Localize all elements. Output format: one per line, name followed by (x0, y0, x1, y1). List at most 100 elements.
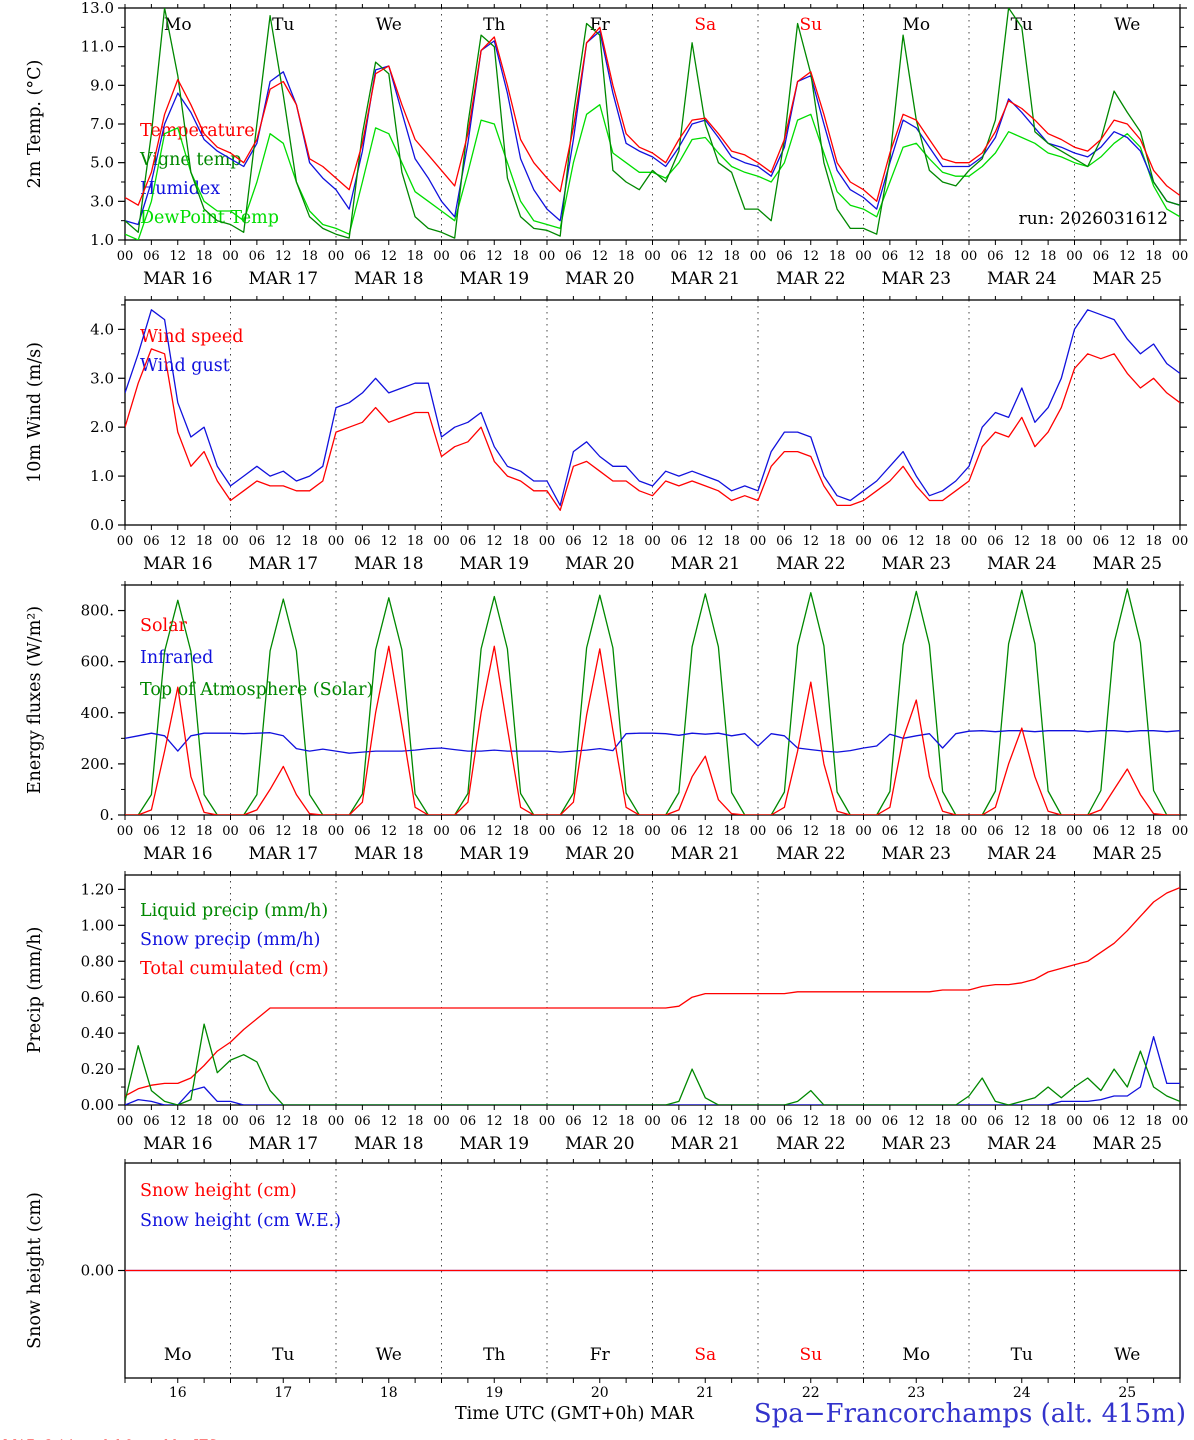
x-date-label: MAR 17 (248, 844, 318, 864)
x-hour-label: 06 (1093, 1114, 1110, 1129)
x-date-label: MAR 21 (670, 554, 740, 574)
x-hour-label: 12 (908, 824, 925, 839)
run-label: run: 2026031612 (1019, 209, 1168, 229)
y-tick-label: 7.0 (90, 115, 114, 133)
x-hour-label: 18 (829, 534, 846, 549)
x-hour-label: 06 (460, 249, 477, 264)
legend-solar: Solar (140, 616, 188, 636)
x-date-label: MAR 16 (143, 844, 213, 864)
x-hour-label: 06 (143, 249, 160, 264)
solar-line (125, 645, 1180, 815)
x-hour-label: 18 (618, 1114, 635, 1129)
y-tick-label: 9.0 (90, 76, 114, 94)
day-name-top: Th (483, 15, 505, 35)
x-date-label: MAR 20 (565, 269, 635, 289)
day-number: 16 (169, 1385, 187, 1401)
y-axis-label-energy_fluxes: Energy fluxes (W/m²) (25, 606, 45, 794)
x-date-label: MAR 19 (459, 269, 529, 289)
x-hour-label: 12 (380, 249, 397, 264)
x-hour-label: 12 (486, 534, 503, 549)
x-hour-label: 18 (407, 1114, 424, 1129)
y-tick-label: 0.40 (81, 1024, 114, 1042)
x-hour-label: 12 (697, 1114, 714, 1129)
x-hour-label: 18 (301, 249, 318, 264)
legend-temperature: Temperature (140, 121, 255, 141)
x-hour-label: 06 (249, 824, 266, 839)
x-hour-label: 06 (143, 1114, 160, 1129)
x-hour-label: 18 (512, 249, 529, 264)
x-hour-label: 06 (776, 1114, 793, 1129)
infrared-line (125, 730, 1180, 754)
x-hour-label: 06 (354, 249, 371, 264)
x-hour-label: 12 (486, 824, 503, 839)
x-hour-label: 06 (354, 1114, 371, 1129)
legend-snow-height-cm: Snow height (cm) (140, 1181, 297, 1201)
x-hour-label: 12 (908, 534, 925, 549)
x-hour-label: 18 (407, 534, 424, 549)
panel-frame (124, 299, 1181, 526)
x-date-label: MAR 16 (143, 269, 213, 289)
y-tick-label: 3.0 (90, 369, 114, 387)
x-hour-label: 18 (829, 249, 846, 264)
legend-dewpoint-temp: DewPoint Temp (140, 208, 279, 228)
x-hour-label: 18 (512, 534, 529, 549)
x-hour-label: 06 (249, 534, 266, 549)
day-number: 21 (696, 1385, 714, 1401)
x-hour-label: 00 (961, 249, 978, 264)
x-hour-label: 12 (275, 824, 292, 839)
x-date-label: MAR 23 (881, 554, 951, 574)
humidex-line (125, 30, 1180, 226)
day-name-bottom: We (1114, 1345, 1140, 1365)
y-tick-label: 5.0 (90, 154, 114, 172)
x-hour-label: 00 (433, 824, 450, 839)
y-tick-label: 400. (81, 704, 114, 722)
x-hour-label: 00 (328, 1114, 345, 1129)
x-hour-label: 00 (539, 249, 556, 264)
x-hour-label: 18 (618, 249, 635, 264)
x-hour-label: 12 (380, 1114, 397, 1129)
x-hour-label: 12 (1013, 249, 1030, 264)
x-hour-label: 00 (1172, 824, 1189, 839)
x-hour-label: 12 (275, 1114, 292, 1129)
x-hour-label: 12 (169, 1114, 186, 1129)
y-tick-label: 4.0 (90, 320, 114, 338)
x-date-label: MAR 23 (881, 269, 951, 289)
x-hour-label: 06 (671, 534, 688, 549)
day-number: 22 (802, 1385, 820, 1401)
x-hour-label: 12 (169, 824, 186, 839)
x-hour-label: 18 (934, 1114, 951, 1129)
x-hour-label: 00 (433, 534, 450, 549)
y-tick-label: 1.20 (81, 880, 114, 898)
y-tick-label: 0.00 (81, 1262, 114, 1280)
x-hour-label: 12 (1013, 824, 1030, 839)
x-hour-label: 06 (565, 534, 582, 549)
day-name-top: Su (799, 15, 822, 35)
day-number: 18 (380, 1385, 398, 1401)
x-hour-label: 12 (1013, 534, 1030, 549)
x-hour-label: 12 (591, 534, 608, 549)
y-axis-label-wind10m: 10m Wind (m/s) (25, 342, 45, 483)
dewpoint-temp-line (125, 104, 1180, 240)
x-hour-label: 06 (1093, 824, 1110, 839)
x-date-label: MAR 20 (565, 1134, 635, 1154)
x-hour-label: 18 (1145, 1114, 1162, 1129)
x-hour-label: 12 (802, 249, 819, 264)
x-hour-label: 00 (644, 249, 661, 264)
x-hour-label: 18 (407, 249, 424, 264)
x-date-label: MAR 18 (354, 269, 424, 289)
x-hour-label: 12 (1119, 824, 1136, 839)
x-hour-label: 12 (802, 1114, 819, 1129)
x-hour-label: 06 (882, 824, 899, 839)
x-hour-label: 12 (908, 1114, 925, 1129)
y-axis-label-snow_height: Snow height (cm) (25, 1192, 45, 1349)
x-hour-label: 00 (1066, 1114, 1083, 1129)
x-hour-label: 00 (117, 249, 134, 264)
x-hour-label: 06 (460, 824, 477, 839)
panel-energy_fluxes: 0. 200. 400. 600. 800. 00 06 12 18 00 06 12 18 00 06 12… (25, 581, 1188, 864)
x-hour-label: 12 (486, 249, 503, 264)
x-hour-label: 00 (222, 534, 239, 549)
x-hour-label: 00 (539, 534, 556, 549)
x-hour-label: 12 (169, 534, 186, 549)
x-date-label: MAR 24 (987, 844, 1057, 864)
